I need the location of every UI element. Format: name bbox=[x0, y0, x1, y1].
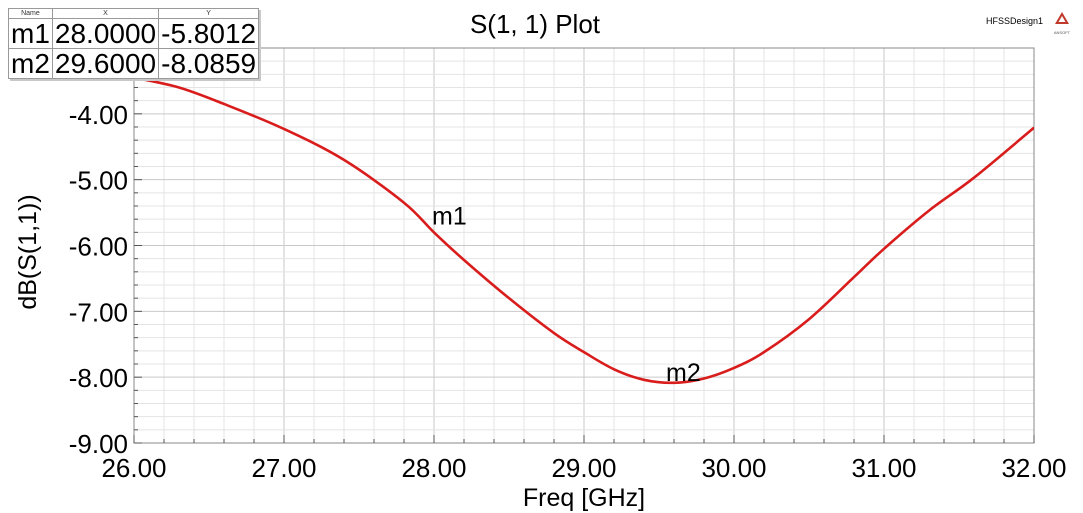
marker-x: 28.0000 bbox=[51, 18, 160, 49]
x-tick-label: 32.00 bbox=[1001, 453, 1066, 483]
x-tick-label: 29.00 bbox=[551, 453, 616, 483]
y-tick-label: -9.00 bbox=[69, 429, 128, 459]
logo-triangle-icon bbox=[1055, 12, 1069, 24]
marker-x: 29.6000 bbox=[51, 48, 160, 79]
marker-label-m2: m2 bbox=[666, 359, 701, 387]
x-axis-label: Freq [GHz] bbox=[523, 484, 645, 512]
header-name: Name bbox=[8, 8, 53, 19]
y-tick-label: -7.00 bbox=[69, 297, 128, 327]
x-tick-label: 27.00 bbox=[251, 453, 316, 483]
marker-table-header: Name X Y bbox=[8, 8, 260, 19]
y-axis-label: dB(S(1,1)) bbox=[14, 194, 42, 309]
ansoft-logo: ANSOFT bbox=[1050, 11, 1074, 35]
marker-y: -5.8012 bbox=[158, 18, 260, 49]
marker-name: m1 bbox=[8, 18, 53, 49]
header-y: Y bbox=[158, 8, 260, 19]
design-name: HFSSDesign1 bbox=[986, 16, 1044, 26]
x-tick-label: 31.00 bbox=[851, 453, 916, 483]
s11-curve bbox=[134, 76, 1034, 385]
grid bbox=[133, 47, 1035, 444]
logo-text: ANSOFT bbox=[1053, 30, 1071, 35]
tick-marks bbox=[133, 47, 1035, 444]
header-x: X bbox=[51, 8, 160, 19]
marker-labels: m1 m2 bbox=[432, 202, 701, 386]
marker-row-m2: m2 29.6000 -8.0859 bbox=[8, 48, 260, 79]
chart-title: S(1, 1) Plot bbox=[470, 9, 601, 39]
x-tick-label: 30.00 bbox=[701, 453, 766, 483]
x-tick-label: 28.00 bbox=[401, 453, 466, 483]
y-tick-label: -4.00 bbox=[69, 100, 128, 130]
x-tick-label: 26.00 bbox=[101, 453, 166, 483]
marker-name: m2 bbox=[8, 48, 53, 79]
y-tick-label: -8.00 bbox=[69, 363, 128, 393]
y-tick-label: -6.00 bbox=[69, 232, 128, 262]
marker-row-m1: m1 28.0000 -5.8012 bbox=[8, 18, 260, 49]
y-tick-labels: -9.00 -8.00 -7.00 -6.00 -5.00 -4.00 bbox=[69, 100, 128, 459]
y-tick-label: -5.00 bbox=[69, 166, 128, 196]
marker-label-m1: m1 bbox=[432, 202, 467, 230]
marker-y: -8.0859 bbox=[158, 48, 260, 79]
marker-table: Name X Y m1 28.0000 -5.8012 m2 29.6000 -… bbox=[8, 8, 260, 79]
x-tick-labels: 26.00 27.00 28.00 29.00 30.00 31.00 32.00 bbox=[101, 453, 1066, 483]
